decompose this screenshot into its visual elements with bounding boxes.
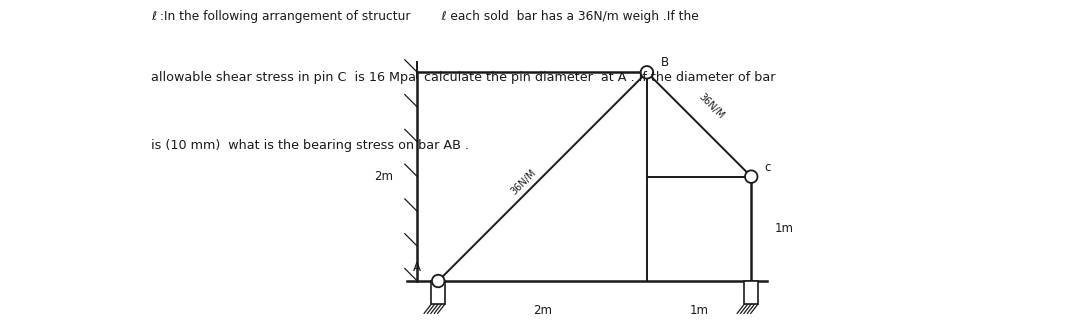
Text: c: c [765, 161, 771, 174]
Text: allowable shear stress in pin C  is 16 Mpa  calculate the pin diameter  at A . I: allowable shear stress in pin C is 16 Mp… [151, 71, 775, 84]
Circle shape [745, 171, 757, 183]
Text: 36N/M: 36N/M [697, 92, 726, 121]
Circle shape [640, 66, 653, 78]
Text: 2m: 2m [534, 304, 552, 317]
Text: is (10 mm)  what is the bearing stress on bar AB .: is (10 mm) what is the bearing stress on… [151, 139, 469, 152]
Text: B: B [661, 57, 669, 69]
Text: 2m: 2m [375, 170, 393, 183]
Bar [431, 281, 445, 304]
Text: A: A [414, 261, 421, 274]
Text: 36N/M: 36N/M [509, 167, 539, 196]
Bar [744, 281, 758, 304]
Text: 1m: 1m [774, 222, 793, 235]
Text: ℓ :In the following arrangement of structur        ℓ each sold  bar has a 36N/m : ℓ :In the following arrangement of struc… [151, 10, 699, 23]
Circle shape [432, 275, 445, 287]
Text: 1m: 1m [690, 304, 708, 317]
